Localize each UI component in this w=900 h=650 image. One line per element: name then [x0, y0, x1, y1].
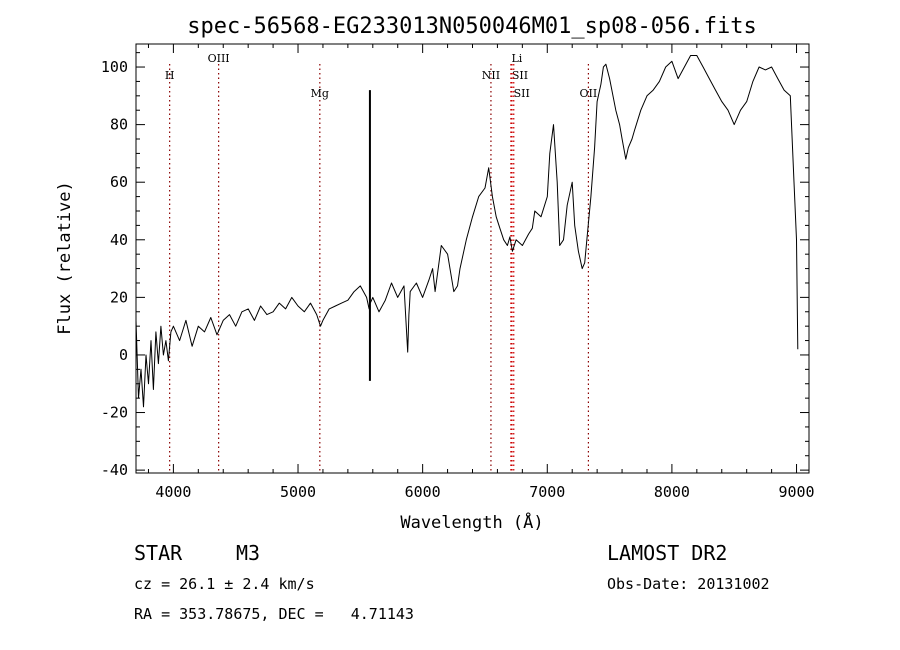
x-tick-label: 8000	[654, 483, 690, 501]
line-marker-label: SII	[512, 69, 528, 82]
spectrum-line	[136, 55, 799, 408]
line-marker-label: SII	[514, 87, 530, 100]
object-class: STAR	[134, 541, 183, 565]
line-marker-label: Mg	[311, 87, 329, 100]
y-tick-label: -40	[101, 461, 128, 479]
survey-name: LAMOST DR2	[607, 541, 728, 565]
y-tick-label: 20	[110, 288, 128, 306]
y-tick-label: -20	[101, 404, 128, 422]
object-subclass: M3	[236, 541, 261, 565]
y-tick-label: 100	[101, 58, 128, 76]
y-tick-label: 80	[110, 116, 128, 134]
x-tick-label: 9000	[778, 483, 814, 501]
x-tick-label: 5000	[280, 483, 316, 501]
line-marker-label: OII	[580, 87, 598, 100]
plot-frame	[135, 43, 810, 474]
line-marker-label: H	[165, 69, 175, 82]
redshift-text: cz = 26.1 ± 2.4 km/s	[134, 575, 315, 593]
y-tick-label: 0	[119, 346, 128, 364]
x-axis-label: Wavelength (Å)	[400, 511, 543, 533]
line-marker-label: NII	[482, 69, 500, 82]
line-marker-label: Li	[511, 52, 522, 65]
chart-title: spec-56568-EG233013N050046M01_sp08-056.f…	[187, 14, 757, 39]
x-tick-label: 7000	[529, 483, 565, 501]
obs-date: Obs-Date: 20131002	[607, 575, 770, 593]
y-axis-label: Flux (relative)	[55, 181, 75, 335]
line-marker-label: OIII	[208, 52, 230, 65]
x-tick-label: 6000	[405, 483, 441, 501]
coordinates: RA = 353.78675, DEC = 4.71143	[134, 605, 414, 623]
y-tick-label: 40	[110, 231, 128, 249]
x-tick-label: 4000	[155, 483, 191, 501]
y-tick-label: 60	[110, 173, 128, 191]
